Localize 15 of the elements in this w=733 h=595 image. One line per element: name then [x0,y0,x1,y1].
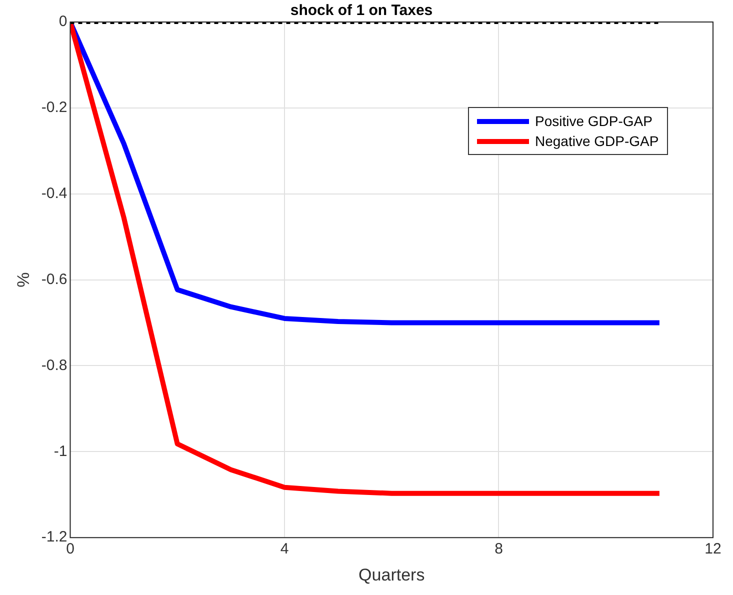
y-tick-label: 0 [58,13,68,30]
y-tick-label: -0.4 [41,185,68,202]
x-axis-title: Quarters [358,565,425,584]
y-tick-label: -1 [54,442,68,460]
chart-title: shock of 1 on Taxes [290,2,433,20]
x-tick-label: 4 [280,540,289,558]
y-tick-label: -1.2 [41,528,68,546]
y-tick-label: -0.8 [41,356,68,374]
y-tick-label: -0.6 [41,270,68,288]
legend-label: Negative GDP-GAP [535,133,659,149]
legend-label: Positive GDP-GAP [535,113,652,129]
y-tick-label: -0.2 [41,99,68,116]
x-tick-label: 12 [704,540,722,558]
y-axis-title: % [14,272,33,288]
x-tick-label: 8 [494,540,503,558]
